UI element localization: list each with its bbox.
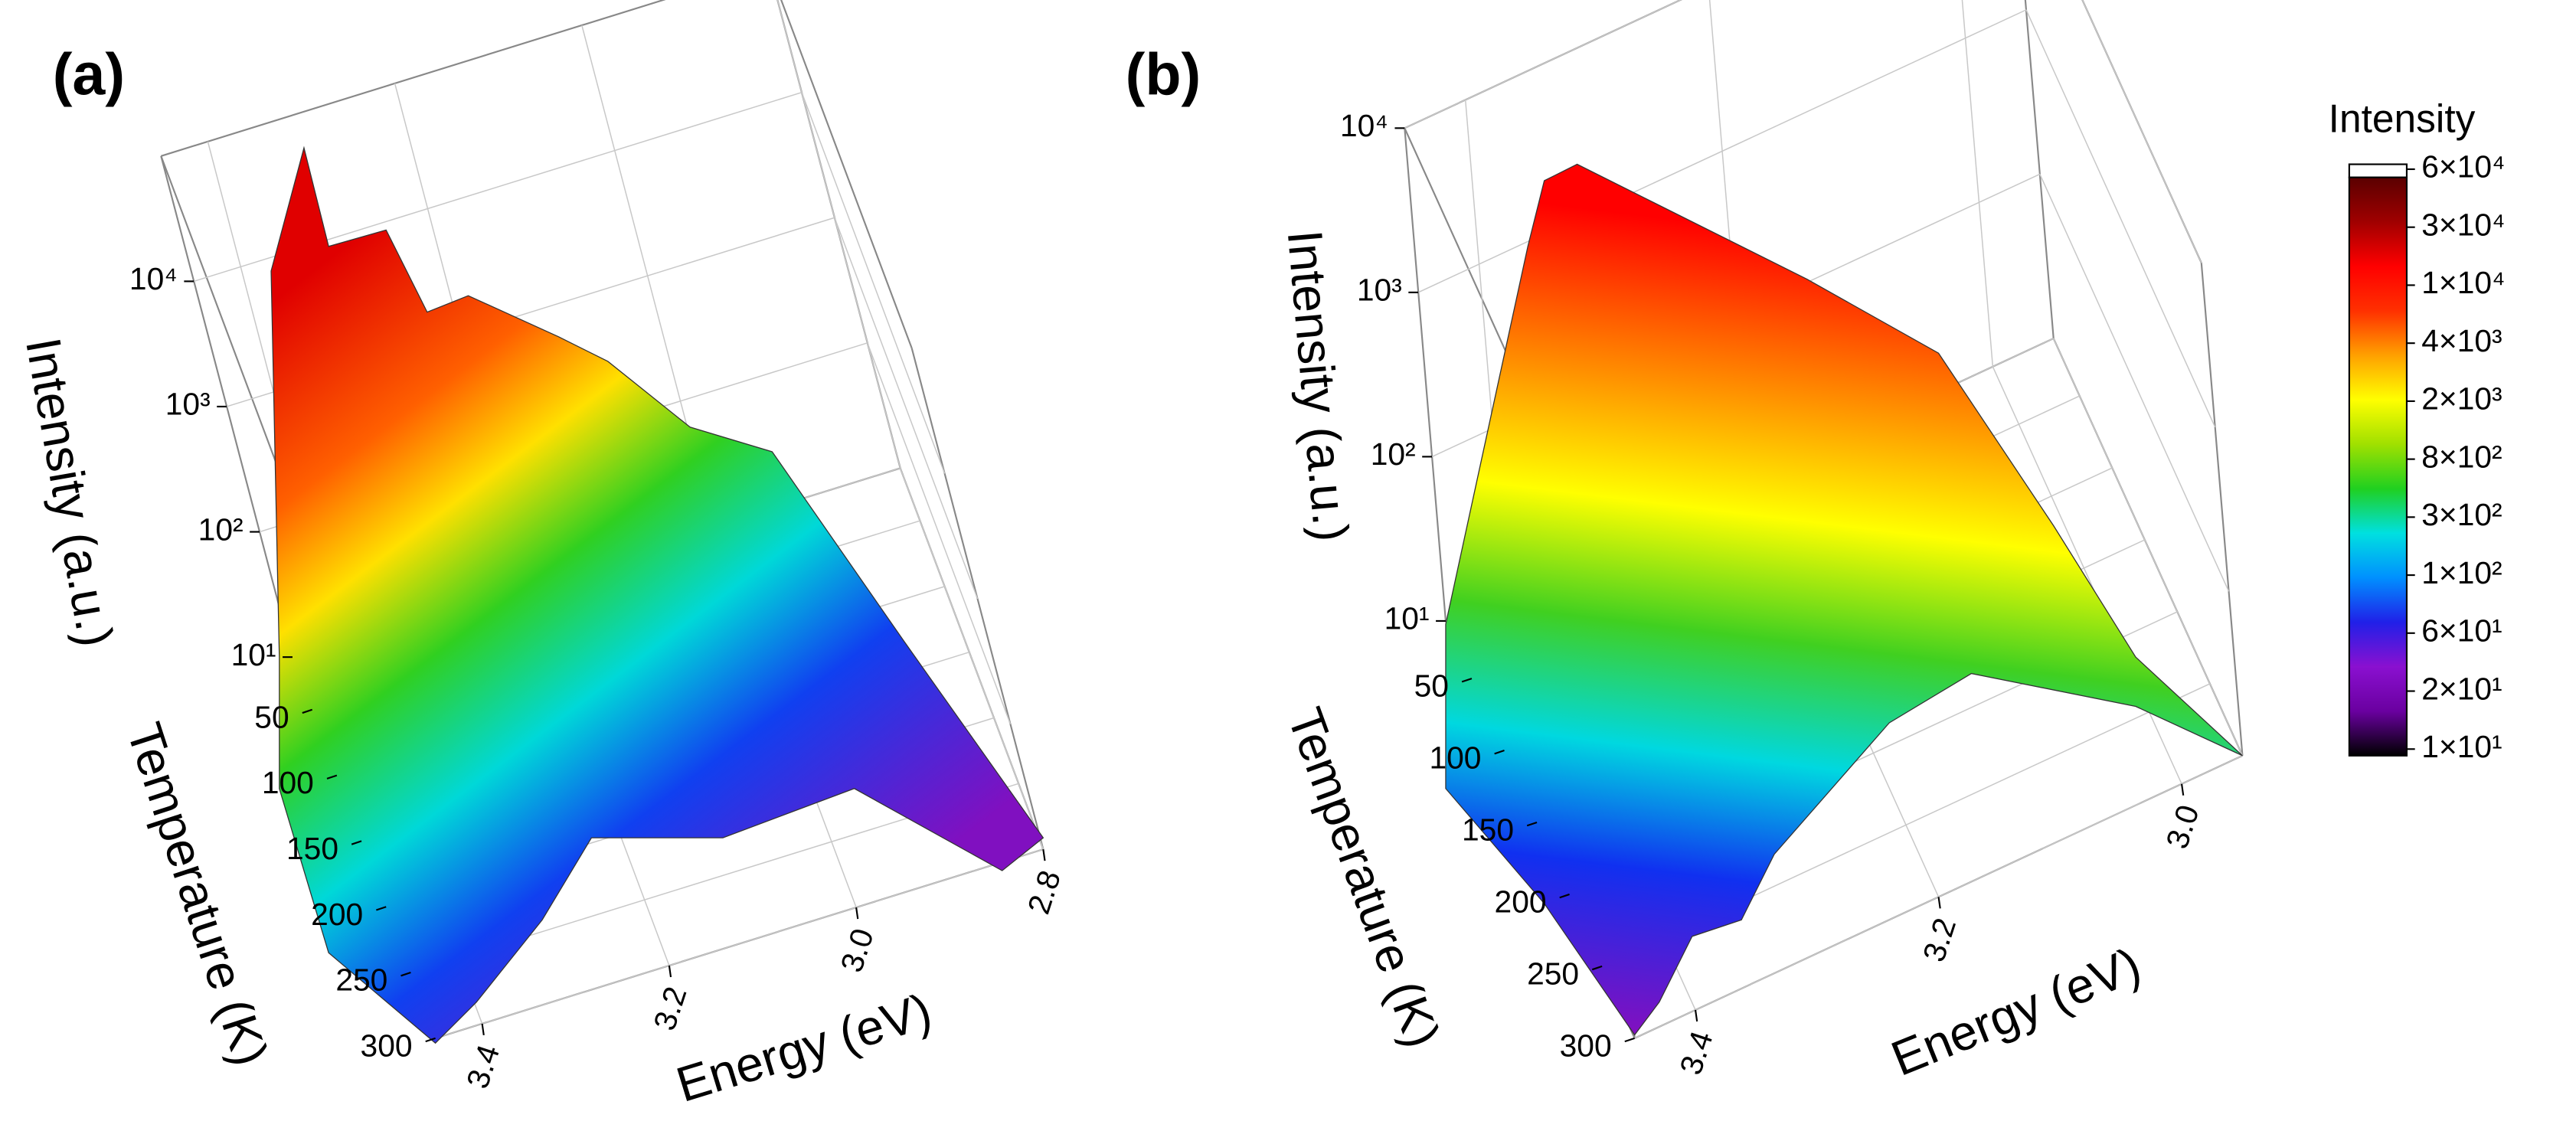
tick-mark bbox=[1494, 750, 1505, 755]
colorbar-tick-label: 2×10³ bbox=[2421, 381, 2502, 417]
y-tick-label: 50 bbox=[1414, 668, 1449, 704]
colorbar-title: Intensity bbox=[2329, 96, 2476, 140]
tick-mark bbox=[1624, 1037, 1636, 1043]
z-tick-label: 10¹ bbox=[231, 637, 276, 672]
y-tick-label: 150 bbox=[286, 831, 338, 866]
z-tick-label: 10³ bbox=[165, 387, 211, 422]
y-tick-label: 100 bbox=[1429, 740, 1481, 776]
y-tick-label: 250 bbox=[335, 963, 387, 998]
x-tick-label: 3.0 bbox=[834, 924, 881, 976]
colorbar: 6×10⁴ 3×10⁴ 1×10⁴ 4×10³ 2×10³ 8×10² 3×10² 1×10²… bbox=[2348, 149, 2506, 764]
colorbar-tick-label: 4×10³ bbox=[2421, 323, 2502, 358]
x-tick-label: 3.2 bbox=[646, 982, 693, 1035]
grid-line bbox=[834, 217, 979, 600]
y-tick-label: 250 bbox=[1527, 956, 1579, 992]
colorbar-tick-label: 6×10⁴ bbox=[2421, 149, 2505, 185]
x-tick-label: 3.2 bbox=[1916, 914, 1963, 966]
tick-mark bbox=[1591, 965, 1603, 971]
panel-label: (b) bbox=[1126, 41, 1201, 107]
z-tick-label: 10² bbox=[1371, 436, 1416, 472]
colorbar-cap bbox=[2348, 163, 2408, 178]
x-tick-label: 3.4 bbox=[459, 1041, 506, 1093]
tick-mark bbox=[1937, 897, 1941, 909]
box-edge bbox=[2200, 263, 2244, 756]
x-tick-label: 3.4 bbox=[1672, 1027, 1719, 1079]
box-edge bbox=[2024, 0, 2055, 339]
tick-mark bbox=[302, 708, 313, 714]
colorbar-tick-label: 3×10² bbox=[2421, 497, 2502, 532]
grid-line bbox=[900, 468, 1044, 850]
tick-mark bbox=[855, 907, 859, 920]
tick-mark bbox=[326, 774, 338, 780]
y-tick-label: 300 bbox=[361, 1028, 413, 1063]
x-tick-label: 3.0 bbox=[2159, 801, 2205, 853]
grid-line bbox=[776, 0, 901, 469]
y-tick-label: 200 bbox=[1495, 884, 1547, 920]
panel-label: (a) bbox=[53, 41, 125, 107]
tick-mark bbox=[1461, 678, 1473, 683]
surface bbox=[270, 145, 1044, 1044]
z-tick-label: 10² bbox=[198, 512, 244, 547]
grid-line bbox=[867, 342, 1012, 724]
x-axis-label: Energy (eV) bbox=[670, 983, 937, 1113]
colorbar-tick-label: 3×10⁴ bbox=[2421, 207, 2505, 242]
grid-line bbox=[801, 92, 946, 474]
grid-line bbox=[2081, 0, 2202, 263]
grid-line bbox=[1404, 0, 1682, 129]
colorbar-tick-label: 1×10¹ bbox=[2421, 729, 2502, 764]
tick-mark bbox=[668, 965, 672, 978]
y-tick-label: 150 bbox=[1462, 812, 1514, 848]
y-tick-label: 200 bbox=[311, 897, 363, 932]
surface bbox=[1445, 163, 2243, 1036]
tick-mark bbox=[2180, 783, 2185, 796]
box-edge bbox=[780, 0, 913, 349]
z-tick-label: 10⁴ bbox=[1340, 108, 1388, 143]
x-axis-label: Energy (eV) bbox=[1884, 936, 2148, 1086]
tick-mark bbox=[1526, 821, 1538, 827]
z-tick-label: 10³ bbox=[1357, 273, 1402, 308]
z-tick-label: 10¹ bbox=[1384, 601, 1430, 636]
tick-mark bbox=[481, 1023, 485, 1036]
tick-mark bbox=[1694, 1009, 1698, 1022]
tick-mark bbox=[376, 906, 387, 911]
tick-mark bbox=[1559, 893, 1570, 899]
colorbar-tick-label: 2×10¹ bbox=[2421, 671, 2502, 706]
axes: 10¹ 10² 10³ 10⁴ 50 100 150 200 250 300 3.4 3.2 3.0 2.… bbox=[129, 108, 2206, 1093]
y-axis-label: Temperature (K) bbox=[1277, 701, 1451, 1054]
tick-mark bbox=[400, 972, 411, 977]
z-axis-label: Intensity (a.u.) bbox=[1277, 228, 1359, 544]
grid-line bbox=[2053, 338, 2244, 757]
colorbar-tick-label: 1×10² bbox=[2421, 555, 2502, 590]
box-edge bbox=[776, 0, 901, 469]
box-edge bbox=[160, 0, 666, 157]
tick-mark bbox=[425, 1037, 436, 1043]
x-tick-label: 2.8 bbox=[1021, 866, 1067, 918]
grid-line bbox=[1961, 0, 1994, 367]
colorbar-tick-label: 1×10⁴ bbox=[2421, 265, 2505, 300]
tick-mark bbox=[351, 840, 362, 845]
y-tick-label: 300 bbox=[1560, 1028, 1612, 1063]
y-tick-label: 100 bbox=[262, 765, 314, 800]
grid-line bbox=[2039, 174, 2230, 592]
y-axis-label: Temperature (K) bbox=[116, 716, 279, 1071]
box-edge bbox=[2081, 0, 2202, 263]
colorbar-tick-label: 6×10¹ bbox=[2421, 613, 2502, 649]
colorbar-tick-label: 8×10² bbox=[2421, 439, 2502, 474]
grid-line bbox=[435, 848, 1044, 1039]
grid-line bbox=[2025, 9, 2216, 428]
z-axis-label: Intensity (a.u.) bbox=[15, 334, 124, 651]
z-tick-label: 10⁴ bbox=[129, 261, 178, 296]
colorbar-body bbox=[2348, 176, 2408, 757]
grid-line bbox=[1992, 366, 2182, 785]
box-edge bbox=[1404, 0, 1682, 129]
tick-mark bbox=[1042, 848, 1046, 861]
y-tick-label: 50 bbox=[254, 699, 289, 734]
box-edge bbox=[1404, 128, 1447, 622]
